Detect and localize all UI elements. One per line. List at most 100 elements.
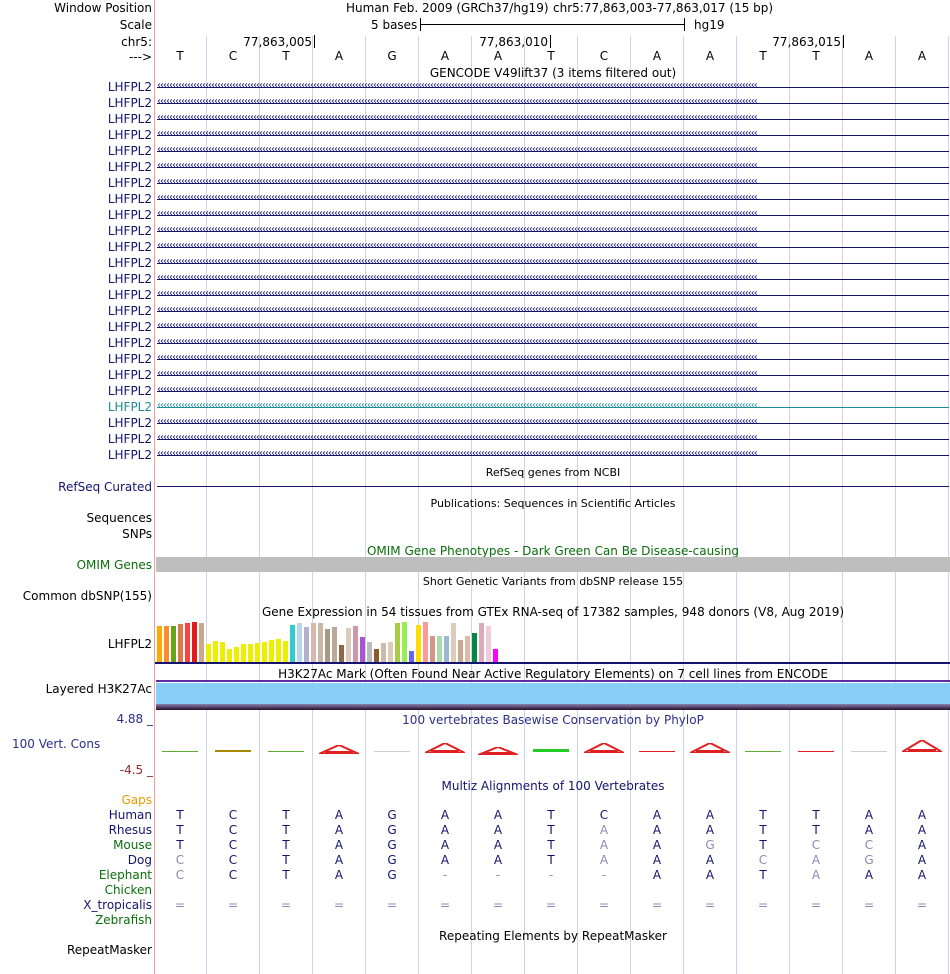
gencode-gene-label[interactable]: LHFPL2 xyxy=(107,192,152,206)
gtex-title[interactable]: Gene Expression in 54 tissues from GTEx … xyxy=(261,605,845,619)
gencode-gene-label[interactable]: LHFPL2 xyxy=(107,80,152,94)
gtex-tissue-bar[interactable] xyxy=(227,649,232,662)
gencode-transcript-bar[interactable]: ‹‹‹‹‹‹‹‹‹‹‹‹‹‹‹‹‹‹‹‹‹‹‹‹‹‹‹‹‹‹‹‹‹‹‹‹‹‹‹‹… xyxy=(157,147,949,157)
h3k27ac-title[interactable]: H3K27Ac Mark (Often Found Near Active Re… xyxy=(278,667,828,681)
gencode-transcript-bar[interactable]: ‹‹‹‹‹‹‹‹‹‹‹‹‹‹‹‹‹‹‹‹‹‹‹‹‹‹‹‹‹‹‹‹‹‹‹‹‹‹‹‹… xyxy=(157,323,949,333)
gtex-tissue-bar[interactable] xyxy=(346,628,351,662)
gencode-transcript-bar[interactable]: ‹‹‹‹‹‹‹‹‹‹‹‹‹‹‹‹‹‹‹‹‹‹‹‹‹‹‹‹‹‹‹‹‹‹‹‹‹‹‹‹… xyxy=(157,387,949,397)
gtex-tissue-bar[interactable] xyxy=(255,643,260,662)
phylop-score-mark[interactable] xyxy=(374,751,410,752)
phylop-score-mark[interactable] xyxy=(424,741,466,754)
gtex-tissue-bar[interactable] xyxy=(269,640,274,662)
phylop-score-mark[interactable] xyxy=(798,751,834,752)
phylop-score-mark[interactable] xyxy=(268,751,304,752)
h3k27ac-label[interactable]: Layered H3K27Ac xyxy=(45,682,152,696)
gencode-transcript-bar[interactable]: ‹‹‹‹‹‹‹‹‹‹‹‹‹‹‹‹‹‹‹‹‹‹‹‹‹‹‹‹‹‹‹‹‹‹‹‹‹‹‹‹… xyxy=(157,115,949,125)
refseq-line[interactable] xyxy=(157,486,949,487)
gtex-tissue-bar[interactable] xyxy=(381,643,386,662)
gtex-tissue-bar[interactable] xyxy=(178,624,183,662)
phylop-score-mark[interactable] xyxy=(851,751,887,752)
species-label[interactable]: Elephant xyxy=(98,868,152,882)
refseq-label[interactable]: RefSeq Curated xyxy=(58,480,152,494)
gencode-transcript-bar[interactable]: ‹‹‹‹‹‹‹‹‹‹‹‹‹‹‹‹‹‹‹‹‹‹‹‹‹‹‹‹‹‹‹‹‹‹‹‹‹‹‹‹… xyxy=(157,211,949,221)
gtex-tissue-bar[interactable] xyxy=(465,636,470,662)
dbsnp-label[interactable]: Common dbSNP(155) xyxy=(22,589,152,603)
gtex-bar-chart[interactable] xyxy=(157,620,949,662)
gencode-gene-label[interactable]: LHFPL2 xyxy=(107,272,152,286)
gencode-gene-label[interactable]: LHFPL2 xyxy=(107,368,152,382)
gtex-tissue-bar[interactable] xyxy=(241,644,246,662)
gencode-gene-label[interactable]: LHFPL2 xyxy=(107,400,152,414)
gencode-gene-label[interactable]: LHFPL2 xyxy=(107,432,152,446)
gencode-gene-label[interactable]: LHFPL2 xyxy=(107,256,152,270)
gtex-tissue-bar[interactable] xyxy=(353,626,358,662)
gencode-transcript-bar[interactable]: ‹‹‹‹‹‹‹‹‹‹‹‹‹‹‹‹‹‹‹‹‹‹‹‹‹‹‹‹‹‹‹‹‹‹‹‹‹‹‹‹… xyxy=(157,275,949,285)
gtex-tissue-bar[interactable] xyxy=(451,623,456,662)
gencode-gene-label[interactable]: LHFPL2 xyxy=(107,352,152,366)
gencode-gene-label[interactable]: LHFPL2 xyxy=(107,208,152,222)
gencode-gene-label[interactable]: LHFPL2 xyxy=(107,240,152,254)
gtex-tissue-bar[interactable] xyxy=(416,625,421,662)
gtex-tissue-bar[interactable] xyxy=(437,636,442,662)
gencode-transcript-bar[interactable]: ‹‹‹‹‹‹‹‹‹‹‹‹‹‹‹‹‹‹‹‹‹‹‹‹‹‹‹‹‹‹‹‹‹‹‹‹‹‹‹‹… xyxy=(157,243,949,253)
gtex-label[interactable]: LHFPL2 xyxy=(107,637,152,651)
gencode-transcript-bar[interactable]: ‹‹‹‹‹‹‹‹‹‹‹‹‹‹‹‹‹‹‹‹‹‹‹‹‹‹‹‹‹‹‹‹‹‹‹‹‹‹‹‹… xyxy=(157,99,949,109)
gencode-gene-label[interactable]: LHFPL2 xyxy=(107,176,152,190)
phylop-score-mark[interactable] xyxy=(477,744,519,756)
gtex-tissue-bar[interactable] xyxy=(213,641,218,662)
gtex-tissue-bar[interactable] xyxy=(479,623,484,662)
multiz-title[interactable]: Multiz Alignments of 100 Vertebrates xyxy=(441,779,665,793)
gencode-gene-label[interactable]: LHFPL2 xyxy=(107,304,152,318)
species-label[interactable]: Zebrafish xyxy=(95,913,152,927)
gencode-gene-label[interactable]: LHFPL2 xyxy=(107,384,152,398)
gencode-gene-label[interactable]: LHFPL2 xyxy=(107,96,152,110)
gencode-gene-label[interactable]: LHFPL2 xyxy=(107,320,152,334)
repeatmasker-title[interactable]: Repeating Elements by RepeatMasker xyxy=(439,929,667,943)
gtex-tissue-bar[interactable] xyxy=(395,623,400,662)
phylop-score-mark[interactable] xyxy=(639,751,675,752)
gtex-tissue-bar[interactable] xyxy=(318,623,323,662)
gtex-tissue-bar[interactable] xyxy=(472,633,477,662)
gtex-tissue-bar[interactable] xyxy=(430,636,435,662)
gaps-label[interactable]: Gaps xyxy=(121,793,152,807)
phylop-title[interactable]: 100 vertebrates Basewise Conservation by… xyxy=(402,713,704,727)
gencode-gene-label[interactable]: LHFPL2 xyxy=(107,336,152,350)
gencode-transcript-bar[interactable]: ‹‹‹‹‹‹‹‹‹‹‹‹‹‹‹‹‹‹‹‹‹‹‹‹‹‹‹‹‹‹‹‹‹‹‹‹‹‹‹‹… xyxy=(157,451,949,461)
sequences-label[interactable]: Sequences xyxy=(86,511,152,525)
gtex-tissue-bar[interactable] xyxy=(409,651,414,662)
gtex-tissue-bar[interactable] xyxy=(199,623,204,662)
phylop-track[interactable] xyxy=(156,738,950,756)
gencode-transcript-bar[interactable]: ‹‹‹‹‹‹‹‹‹‹‹‹‹‹‹‹‹‹‹‹‹‹‹‹‹‹‹‹‹‹‹‹‹‹‹‹‹‹‹‹… xyxy=(157,195,949,205)
refseq-title[interactable]: RefSeq genes from NCBI xyxy=(485,466,621,479)
gtex-tissue-bar[interactable] xyxy=(339,645,344,662)
gtex-tissue-bar[interactable] xyxy=(234,647,239,662)
gtex-tissue-bar[interactable] xyxy=(171,626,176,662)
gencode-transcript-bar[interactable]: ‹‹‹‹‹‹‹‹‹‹‹‹‹‹‹‹‹‹‹‹‹‹‹‹‹‹‹‹‹‹‹‹‹‹‹‹‹‹‹‹… xyxy=(157,83,949,93)
gencode-gene-label[interactable]: LHFPL2 xyxy=(107,224,152,238)
gencode-transcript-bar[interactable]: ‹‹‹‹‹‹‹‹‹‹‹‹‹‹‹‹‹‹‹‹‹‹‹‹‹‹‹‹‹‹‹‹‹‹‹‹‹‹‹‹… xyxy=(157,371,949,381)
gtex-tissue-bar[interactable] xyxy=(297,623,302,662)
gtex-tissue-bar[interactable] xyxy=(290,625,295,662)
gtex-tissue-bar[interactable] xyxy=(276,639,281,662)
species-label[interactable]: Rhesus xyxy=(108,823,152,837)
gtex-tissue-bar[interactable] xyxy=(332,627,337,662)
gtex-tissue-bar[interactable] xyxy=(248,644,253,662)
gencode-transcript-bar[interactable]: ‹‹‹‹‹‹‹‹‹‹‹‹‹‹‹‹‹‹‹‹‹‹‹‹‹‹‹‹‹‹‹‹‹‹‹‹‹‹‹‹… xyxy=(157,355,949,365)
gencode-transcript-bar[interactable]: ‹‹‹‹‹‹‹‹‹‹‹‹‹‹‹‹‹‹‹‹‹‹‹‹‹‹‹‹‹‹‹‹‹‹‹‹‹‹‹‹… xyxy=(157,419,949,429)
gencode-gene-label[interactable]: LHFPL2 xyxy=(107,416,152,430)
gencode-transcript-bar[interactable]: ‹‹‹‹‹‹‹‹‹‹‹‹‹‹‹‹‹‹‹‹‹‹‹‹‹‹‹‹‹‹‹‹‹‹‹‹‹‹‹‹… xyxy=(157,307,949,317)
gencode-gene-label[interactable]: LHFPL2 xyxy=(107,144,152,158)
omim-bar[interactable] xyxy=(156,557,950,572)
gtex-tissue-bar[interactable] xyxy=(192,622,197,662)
phylop-label[interactable]: 100 Vert. Cons xyxy=(12,737,101,751)
phylop-score-mark[interactable] xyxy=(318,743,360,755)
gencode-transcript-bar[interactable]: ‹‹‹‹‹‹‹‹‹‹‹‹‹‹‹‹‹‹‹‹‹‹‹‹‹‹‹‹‹‹‹‹‹‹‹‹‹‹‹‹… xyxy=(157,435,949,445)
gencode-transcript-bar[interactable]: ‹‹‹‹‹‹‹‹‹‹‹‹‹‹‹‹‹‹‹‹‹‹‹‹‹‹‹‹‹‹‹‹‹‹‹‹‹‹‹‹… xyxy=(157,259,949,269)
gtex-tissue-bar[interactable] xyxy=(374,649,379,662)
phylop-score-mark[interactable] xyxy=(215,750,251,752)
gencode-transcript-bar[interactable]: ‹‹‹‹‹‹‹‹‹‹‹‹‹‹‹‹‹‹‹‹‹‹‹‹‹‹‹‹‹‹‹‹‹‹‹‹‹‹‹‹… xyxy=(157,179,949,189)
h3k27ac-fill[interactable] xyxy=(156,683,950,704)
gtex-tissue-bar[interactable] xyxy=(206,644,211,662)
species-label[interactable]: X_tropicalis xyxy=(83,898,152,912)
gtex-tissue-bar[interactable] xyxy=(304,627,309,662)
